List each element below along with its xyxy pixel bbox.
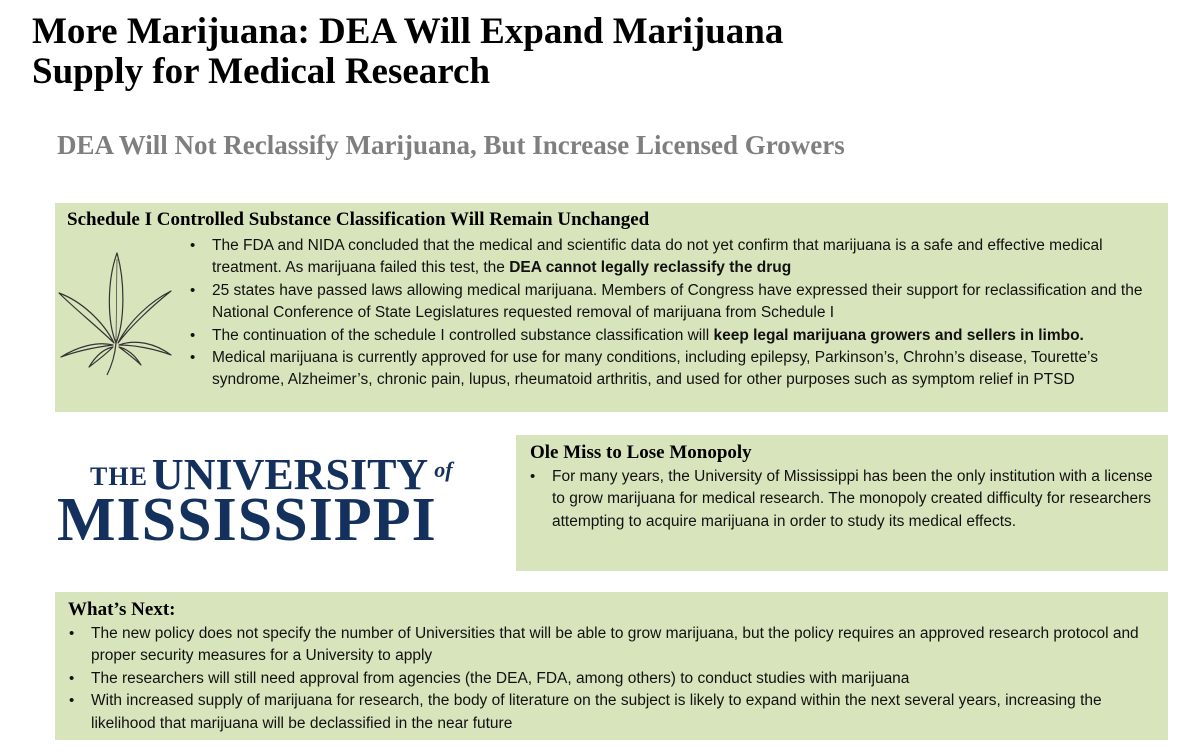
- schedule-heading: Schedule I Controlled Substance Classifi…: [67, 209, 650, 230]
- bullet-text: The FDA and NIDA concluded that the medi…: [212, 237, 1103, 277]
- list-item: 25 states have passed laws allowing medi…: [188, 280, 1156, 325]
- logo-line-1: THE UNIVERSITY of: [90, 449, 453, 500]
- bullet-text: The researchers will still need approval…: [91, 669, 910, 687]
- logo-mississippi: MISSISSIPPI: [57, 486, 437, 554]
- bullet-text: With increased supply of marijuana for r…: [91, 692, 1102, 732]
- list-item: For many years, the University of Missis…: [528, 466, 1156, 533]
- page-subtitle: DEA Will Not Reclassify Marijuana, But I…: [57, 130, 845, 160]
- bullet-text: 25 states have passed laws allowing medi…: [212, 281, 1143, 322]
- bullet-text: The new policy does not specify the numb…: [91, 625, 1139, 665]
- list-item: The researchers will still need approval…: [67, 668, 1157, 691]
- page-title: More Marijuana: DEA Will Expand Marijuan…: [32, 12, 1132, 92]
- title-line-2: Supply for Medical Research: [32, 51, 491, 92]
- list-item: With increased supply of marijuana for r…: [67, 690, 1157, 735]
- logo-of: of: [434, 457, 453, 482]
- bullet-text: For many years, the University of Missis…: [552, 468, 1153, 530]
- list-item: The new policy does not specify the numb…: [67, 623, 1157, 668]
- bullet-text: Medical marijuana is currently approved …: [212, 349, 1098, 389]
- whats-next-bullet-list: The new policy does not specify the numb…: [67, 623, 1157, 735]
- ole-miss-panel: Ole Miss to Lose Monopoly For many years…: [516, 435, 1168, 571]
- list-item: Medical marijuana is currently approved …: [188, 347, 1156, 392]
- logo-university: UNIVERSITY: [151, 450, 429, 499]
- bullet-emphasis: DEA cannot legally reclassify the drug: [509, 259, 792, 277]
- schedule-panel: Schedule I Controlled Substance Classifi…: [55, 203, 1168, 412]
- ole-miss-bullet-list: For many years, the University of Missis…: [528, 466, 1156, 533]
- list-item: The FDA and NIDA concluded that the medi…: [188, 235, 1156, 280]
- list-item: The continuation of the schedule I contr…: [188, 325, 1156, 348]
- bullet-text: The continuation of the schedule I contr…: [212, 326, 714, 344]
- university-logo: THE UNIVERSITY of MISSISSIPPI: [55, 445, 510, 555]
- schedule-bullet-list: The FDA and NIDA concluded that the medi…: [188, 235, 1156, 392]
- bullet-emphasis: keep legal marijuana growers and sellers…: [713, 326, 1084, 344]
- cannabis-leaf-icon: [58, 252, 172, 376]
- logo-the: THE: [90, 462, 148, 491]
- ole-miss-heading: Ole Miss to Lose Monopoly: [530, 442, 752, 463]
- whats-next-panel: What’s Next: The new policy does not spe…: [55, 592, 1168, 740]
- whats-next-heading: What’s Next:: [68, 599, 176, 620]
- title-line-1: More Marijuana: DEA Will Expand Marijuan…: [32, 11, 784, 52]
